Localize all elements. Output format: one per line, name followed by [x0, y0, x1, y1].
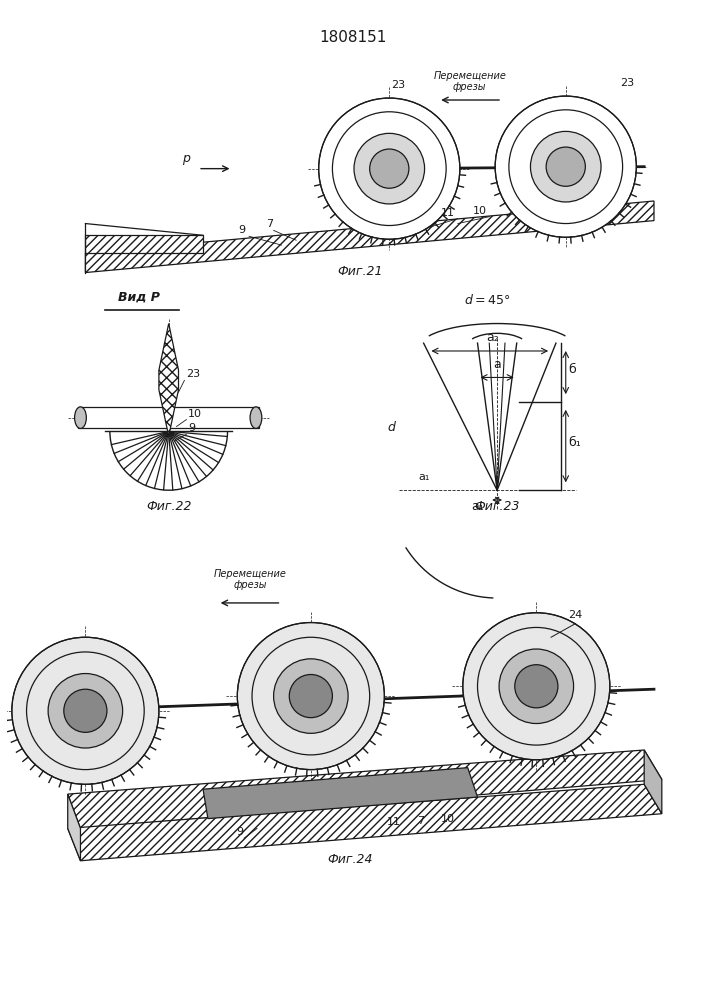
- Polygon shape: [86, 235, 203, 253]
- Polygon shape: [203, 768, 477, 819]
- Polygon shape: [68, 784, 662, 861]
- Circle shape: [64, 689, 107, 732]
- Circle shape: [319, 98, 460, 239]
- Polygon shape: [644, 750, 662, 814]
- Text: б: б: [568, 363, 576, 376]
- Polygon shape: [78, 407, 259, 428]
- Text: 24: 24: [568, 610, 583, 620]
- Text: а₁: а₁: [471, 500, 484, 513]
- Text: p: p: [182, 152, 190, 165]
- Circle shape: [48, 674, 122, 748]
- Circle shape: [274, 659, 348, 733]
- Text: Фиг.22: Фиг.22: [146, 500, 192, 513]
- Text: 9: 9: [239, 225, 246, 235]
- Text: 7: 7: [417, 816, 424, 826]
- Polygon shape: [68, 750, 662, 828]
- Circle shape: [370, 149, 409, 188]
- Text: 10: 10: [441, 814, 455, 824]
- Text: а₁: а₁: [418, 472, 429, 482]
- Text: 11: 11: [387, 817, 401, 827]
- Circle shape: [495, 96, 636, 237]
- Circle shape: [12, 637, 159, 784]
- Text: 7: 7: [266, 219, 273, 229]
- Circle shape: [289, 675, 332, 718]
- Text: Фиг.23: Фиг.23: [474, 500, 520, 513]
- Text: а: а: [493, 358, 501, 371]
- Polygon shape: [68, 794, 81, 861]
- Circle shape: [354, 133, 425, 204]
- Ellipse shape: [75, 407, 86, 428]
- Text: c: c: [19, 701, 26, 714]
- Text: Фиг.24: Фиг.24: [327, 853, 373, 866]
- Text: 23: 23: [187, 369, 201, 379]
- Text: а₂: а₂: [486, 331, 498, 344]
- Text: 10: 10: [472, 206, 486, 216]
- Circle shape: [463, 613, 610, 760]
- Circle shape: [238, 623, 385, 770]
- Text: 9: 9: [237, 827, 244, 837]
- Ellipse shape: [250, 407, 262, 428]
- Circle shape: [546, 147, 585, 186]
- Text: d: d: [387, 421, 395, 434]
- Text: 9: 9: [188, 423, 195, 433]
- Text: Фиг.21: Фиг.21: [337, 265, 382, 278]
- Text: Перемещение
фрезы: Перемещение фрезы: [433, 71, 506, 92]
- Text: $d = 45°$: $d = 45°$: [464, 293, 510, 307]
- Text: 1808151: 1808151: [320, 30, 387, 45]
- Text: Перемещение
фрезы: Перемещение фрезы: [214, 569, 286, 590]
- Circle shape: [499, 649, 573, 724]
- Text: Вид Р: Вид Р: [118, 291, 160, 304]
- Text: б₁: б₁: [568, 436, 581, 449]
- Text: 23: 23: [619, 78, 633, 88]
- Circle shape: [515, 665, 558, 708]
- Text: 11: 11: [441, 208, 455, 218]
- Text: 10: 10: [188, 409, 202, 419]
- Text: 23: 23: [391, 80, 405, 90]
- Polygon shape: [86, 201, 654, 273]
- Polygon shape: [159, 324, 178, 436]
- Circle shape: [530, 131, 601, 202]
